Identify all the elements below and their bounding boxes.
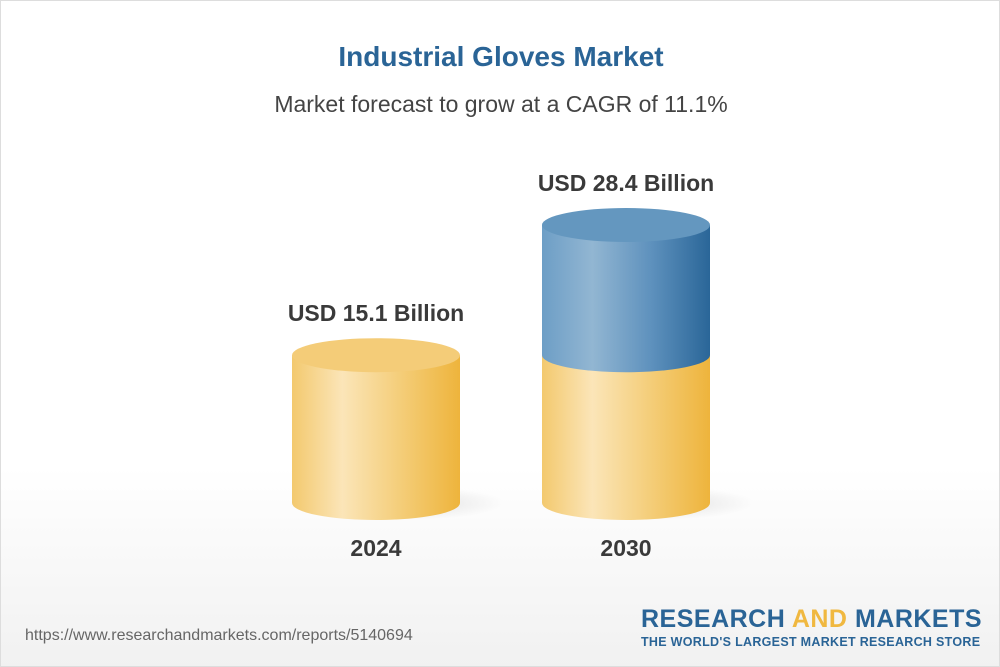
logo-text: RESEARCH (641, 605, 792, 633)
bar-2024-base (292, 355, 460, 520)
logo-tagline: THE WORLD'S LARGEST MARKET RESEARCH STOR… (641, 635, 981, 649)
chart-title: Industrial Gloves Market (338, 41, 664, 72)
research-and-markets-logo: RESEARCH AND MARKETS THE WORLD'S LARGEST… (641, 605, 982, 649)
data-label: USD 15.1 Billion (288, 300, 464, 326)
category-label: 2024 (350, 535, 401, 561)
category-label: 2030 (600, 535, 651, 561)
chart-subtitle: Market forecast to grow at a CAGR of 11.… (274, 91, 728, 117)
data-label: USD 28.4 Billion (538, 170, 714, 196)
logo-text: MARKETS (847, 605, 983, 633)
bar-top-cap (542, 208, 710, 242)
bar-2030-base (542, 355, 710, 520)
cylinder-chart: USD 15.1 Billion 2024 USD 28.4 Billion 2030 (288, 170, 755, 561)
report-url[interactable]: https://www.researchandmarkets.com/repor… (25, 627, 413, 644)
bar-2030-growth (542, 225, 710, 373)
logo-text-and: AND (791, 605, 848, 633)
bar-top-cap (292, 338, 460, 373)
